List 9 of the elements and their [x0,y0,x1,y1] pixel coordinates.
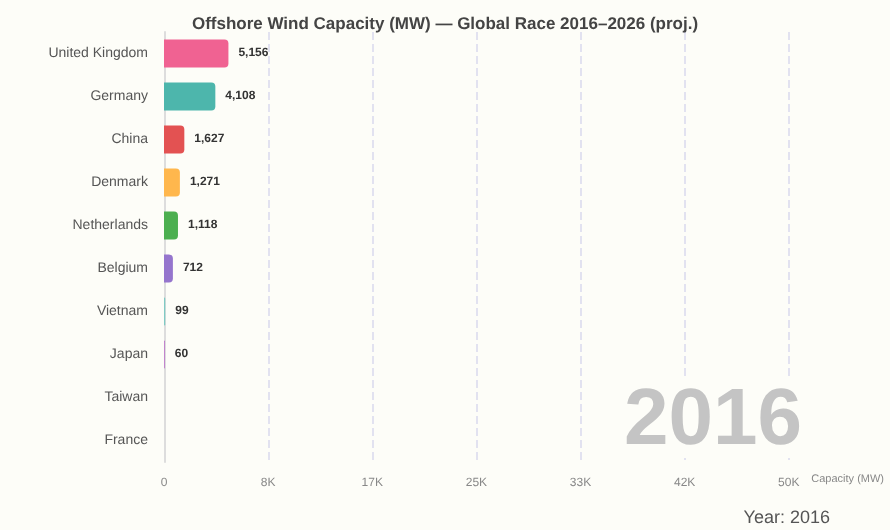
bar [164,254,173,283]
annotation: 2016 [624,374,802,462]
bar [164,39,229,68]
bar [164,168,180,197]
bar [164,82,216,111]
bar [164,211,178,240]
bar [164,125,185,154]
chart-title: Offshore Wind Capacity (MW) — Global Race 2016–2026 (proj.) [191,13,699,33]
text: Year: 2016 [743,507,831,527]
